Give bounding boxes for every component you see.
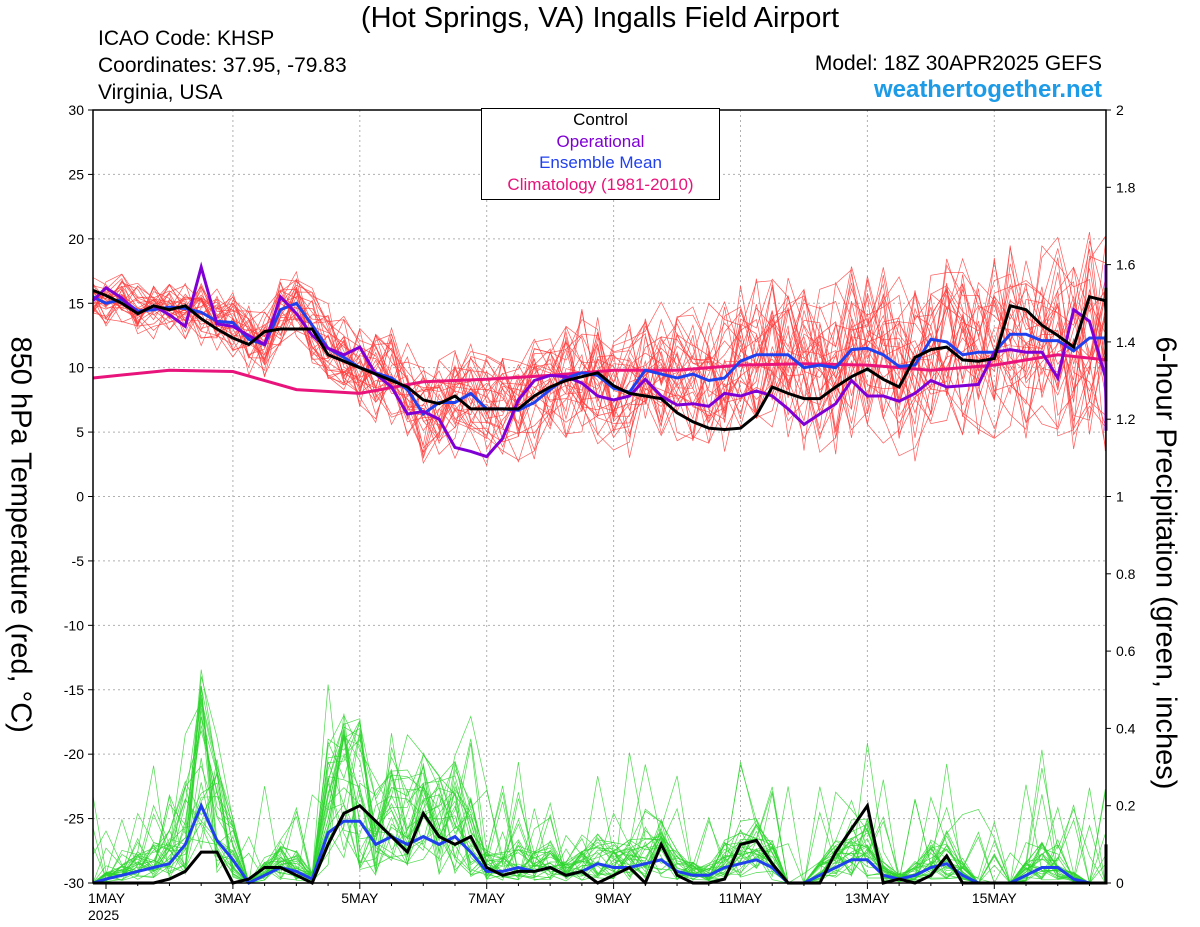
precipitation-member-line xyxy=(92,734,1107,884)
y-left-tick-label: -25 xyxy=(64,811,84,827)
y-left-tick-label: -5 xyxy=(72,553,85,569)
y-right-tick-label: 1.4 xyxy=(1116,334,1136,350)
y-left-tick-label: -20 xyxy=(64,746,84,762)
y-right-tick-label: 0.8 xyxy=(1116,566,1136,582)
temperature-ensemble-members xyxy=(92,197,1107,484)
precipitation-member-line xyxy=(92,738,1107,884)
y-right-tick-label: 2 xyxy=(1116,102,1124,118)
precipitation-ensemble-members xyxy=(92,669,1107,885)
precipitation-member-line xyxy=(92,735,1107,884)
legend-operational: Operational xyxy=(556,131,645,151)
y-axis-right-label: 6-hour Precipitation (green, inches) xyxy=(1149,336,1182,790)
coordinates: Coordinates: 37.95, -79.83 xyxy=(98,54,347,77)
legend: Control Operational Ensemble Mean Climat… xyxy=(481,108,720,200)
y-right-tick-label: 0.2 xyxy=(1116,798,1136,814)
x-tick-label: 11MAY xyxy=(719,890,763,906)
legend-ensemble-mean: Ensemble Mean xyxy=(539,153,662,172)
precipitation-member-line xyxy=(92,698,1107,884)
y-axis-left-label: 850 hPa Temperature (red, °C) xyxy=(4,336,37,733)
site-link[interactable]: weathertogether.net xyxy=(873,76,1102,103)
y-right-tick-label: 0.6 xyxy=(1116,643,1136,659)
x-tick-label: 13MAY xyxy=(845,890,891,906)
y-left-tick-label: -30 xyxy=(64,875,84,891)
y-left-tick-label: 25 xyxy=(68,166,84,182)
y-right-tick-label: 1 xyxy=(1116,489,1124,505)
chart-title: (Hot Springs, VA) Ingalls Field Airport xyxy=(360,2,840,34)
y-left-tick-label: -15 xyxy=(64,682,84,698)
precipitation-member-line xyxy=(92,733,1107,884)
x-tick-label: 5MAY xyxy=(341,890,379,906)
icao-code: ICAO Code: KHSP xyxy=(98,27,275,50)
x-tick-label: 15MAY xyxy=(972,890,1018,906)
y-right-tick-label: 0.4 xyxy=(1116,720,1136,736)
legend-climatology: Climatology (1981-2010) xyxy=(507,174,694,194)
model-run: Model: 18Z 30APR2025 GEFS xyxy=(814,52,1102,75)
y-right-tick-label: 1.6 xyxy=(1116,257,1136,273)
axis-ticks: 302520151050-5-10-15-20-25-3021.81.61.41… xyxy=(64,102,1136,923)
y-right-tick-label: 0 xyxy=(1116,875,1124,891)
y-right-tick-label: 1.2 xyxy=(1116,411,1136,427)
precipitation-member-line xyxy=(92,734,1107,884)
precipitation-member-line xyxy=(92,676,1107,884)
climatology-line xyxy=(92,353,1107,395)
x-tick-sublabel: 2025 xyxy=(88,907,119,923)
y-left-tick-label: 20 xyxy=(68,231,84,247)
y-right-tick-label: 1.8 xyxy=(1116,179,1136,195)
x-tick-label: 7MAY xyxy=(468,890,506,906)
legend-control: Control xyxy=(573,110,628,129)
grid-lines xyxy=(93,110,1106,883)
precipitation-member-line xyxy=(92,703,1107,884)
y-left-tick-label: 30 xyxy=(68,102,84,118)
precipitation-member-line xyxy=(92,700,1107,884)
x-tick-label: 3MAY xyxy=(214,890,252,906)
y-left-tick-label: -10 xyxy=(64,617,84,633)
y-left-tick-label: 5 xyxy=(76,424,84,440)
y-left-tick-label: 10 xyxy=(68,360,84,376)
y-left-tick-label: 0 xyxy=(76,489,84,505)
region: Virginia, USA xyxy=(98,81,223,104)
x-tick-label: 1MAY xyxy=(88,890,126,906)
x-tick-label: 9MAY xyxy=(595,890,633,906)
y-left-tick-label: 15 xyxy=(68,295,84,311)
